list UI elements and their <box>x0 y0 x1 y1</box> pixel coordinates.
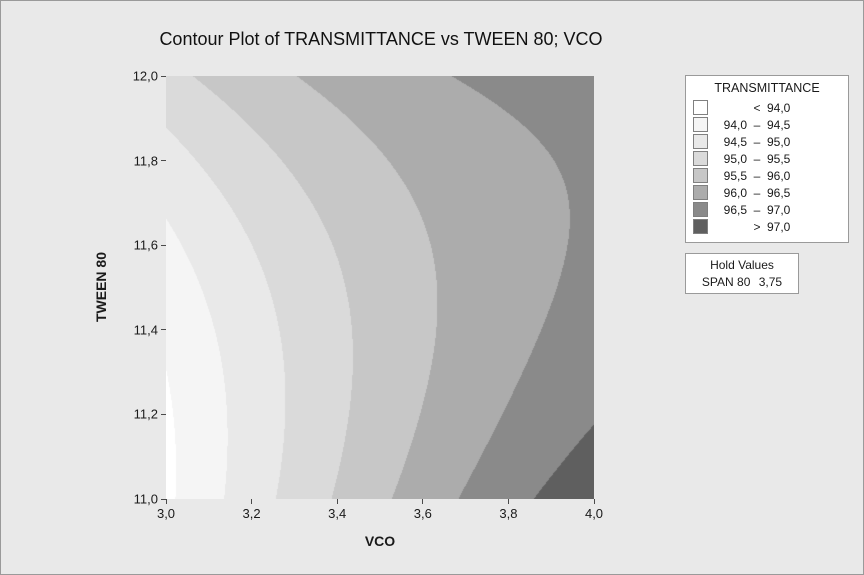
legend-range-separator: – <box>753 202 761 217</box>
legend-range-low: 96,5 <box>723 202 747 217</box>
legend-range-separator: – <box>753 117 761 132</box>
plot-area <box>166 76 594 499</box>
y-axis-label: TWEEN 80 <box>93 251 109 323</box>
hold-values-title: Hold Values <box>710 258 774 272</box>
legend-range-separator: > <box>753 219 761 234</box>
x-tick-label: 3,8 <box>499 506 518 521</box>
legend-swatch <box>693 219 708 234</box>
x-axis-ticks: 3,0 3,2 3,4 3,6 3,8 4,0 <box>157 499 603 525</box>
legend-swatch <box>693 202 708 217</box>
x-axis-label: VCO <box>364 533 396 549</box>
y-tick-mark <box>161 244 166 246</box>
legend-swatch <box>693 151 708 166</box>
legend-range-low: 95,5 <box>723 168 747 183</box>
legend-row: 95,0–95,5 <box>693 150 841 167</box>
legend-swatch <box>693 117 708 132</box>
legend-row: 96,5–97,0 <box>693 201 841 218</box>
legend-range-high: 95,0 <box>767 134 791 149</box>
hold-variable-value: 3,75 <box>758 275 783 289</box>
x-tick-mark <box>336 499 338 504</box>
legend-range-separator: – <box>753 134 761 149</box>
x-tick-label: 3,4 <box>328 506 347 521</box>
legend-swatch <box>693 100 708 115</box>
hold-values-box: Hold Values SPAN 80 3,75 <box>685 253 799 294</box>
legend-range-high: 96,5 <box>767 185 791 200</box>
legend-range-separator: – <box>753 168 761 183</box>
legend-range-low: 94,5 <box>723 134 747 149</box>
legend-row: 94,5–95,0 <box>693 133 841 150</box>
hold-variable-name: SPAN 80 <box>701 275 751 289</box>
legend-range-high: 97,0 <box>767 219 791 234</box>
x-tick-mark <box>507 499 509 504</box>
y-tick-label: 11,4 <box>133 322 158 338</box>
legend-range-low: 94,0 <box>723 117 747 132</box>
y-tick-label: 12,0 <box>132 68 158 84</box>
legend: TRANSMITTANCE <94,0 94,0–94,5 94,5–95,0 95,… <box>685 75 849 243</box>
chart-title: Contour Plot of TRANSMITTANCE vs TWEEN 8… <box>159 29 603 49</box>
y-tick-mark <box>161 329 166 331</box>
x-tick-mark <box>593 499 595 504</box>
legend-row: >97,0 <box>693 218 841 235</box>
y-tick-mark <box>161 413 166 415</box>
legend-row: 95,5–96,0 <box>693 167 841 184</box>
legend-range-high: 96,0 <box>767 168 791 183</box>
legend-title: TRANSMITTANCE <box>714 81 820 95</box>
legend-range-high: 95,5 <box>767 151 791 166</box>
legend-row: <94,0 <box>693 99 841 116</box>
hold-values-line: SPAN 80 3,75 <box>692 275 792 289</box>
y-axis-ticks: 11,0 11,2 11,4 11,6 11,8 12,0 <box>126 69 166 507</box>
x-tick-label: 4,0 <box>584 506 604 521</box>
x-tick-mark <box>422 499 424 504</box>
legend-row: 96,0–96,5 <box>693 184 841 201</box>
x-tick-label: 3,0 <box>156 506 176 521</box>
legend-range-separator: < <box>753 100 761 115</box>
x-tick-mark <box>165 499 167 504</box>
y-tick-mark <box>161 160 166 162</box>
legend-range-high: 94,5 <box>767 117 791 132</box>
x-tick-mark <box>251 499 253 504</box>
x-tick-label: 3,2 <box>242 506 261 521</box>
y-tick-mark <box>161 75 166 77</box>
y-tick-label: 11,6 <box>133 237 158 253</box>
contour-canvas <box>166 76 594 499</box>
y-tick-mark <box>161 498 166 500</box>
legend-swatch <box>693 185 708 200</box>
legend-range-low: 95,0 <box>723 151 747 166</box>
y-tick-label: 11,8 <box>133 153 158 169</box>
legend-range-separator: – <box>753 151 761 166</box>
legend-rows: <94,0 94,0–94,5 94,5–95,0 95,0–95,5 95,5–96,… <box>693 99 841 235</box>
y-tick-label: 11,0 <box>133 491 158 507</box>
legend-swatch <box>693 134 708 149</box>
legend-range-low: 96,0 <box>723 185 747 200</box>
legend-range-separator: – <box>753 185 761 200</box>
legend-range-high: 97,0 <box>767 202 791 217</box>
x-tick-label: 3,6 <box>413 506 432 521</box>
legend-row: 94,0–94,5 <box>693 116 841 133</box>
y-tick-label: 11,2 <box>133 406 158 422</box>
legend-swatch <box>693 168 708 183</box>
legend-range-high: 94,0 <box>767 100 791 115</box>
